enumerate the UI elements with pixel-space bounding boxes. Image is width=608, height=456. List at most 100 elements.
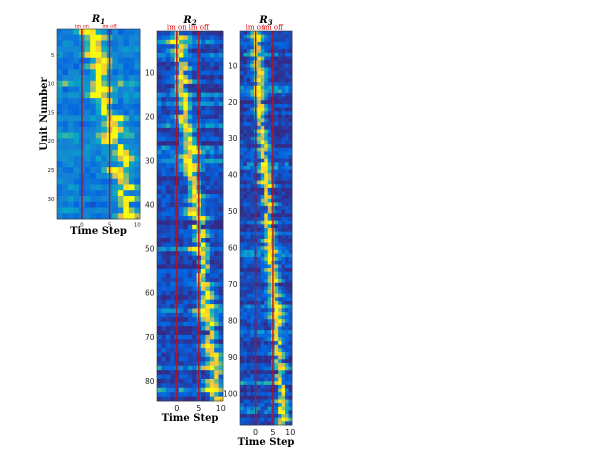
heatmap-cell — [161, 110, 167, 116]
heatmap-cell — [201, 189, 206, 195]
heatmap-cell — [257, 71, 262, 76]
heatmap-cell — [183, 163, 189, 168]
heatmap-cell — [267, 45, 272, 50]
heatmap-cell — [205, 282, 211, 287]
heatmap-cell — [285, 93, 289, 98]
heatmap-cell — [260, 38, 265, 43]
heatmap-cell — [243, 348, 248, 353]
heatmap-cell — [183, 317, 189, 323]
heatmap-cell — [288, 78, 293, 83]
heatmap-cell — [179, 70, 184, 76]
heatmap-cell — [192, 105, 197, 111]
heatmap-cell — [250, 417, 255, 422]
heatmap-cell — [214, 66, 219, 71]
heatmap-cell — [285, 362, 289, 367]
y-tick-label: 10 — [228, 61, 238, 70]
heatmap-cell — [285, 220, 289, 225]
heatmap-cell — [161, 396, 167, 402]
heatmap-cell — [192, 136, 197, 142]
heatmap-cell — [128, 184, 135, 191]
heatmap-cell — [192, 365, 197, 371]
heatmap-cell — [123, 213, 130, 220]
heatmap-cell — [243, 290, 248, 295]
heatmap-cell — [209, 233, 215, 239]
heatmap-cell — [243, 136, 248, 141]
heatmap-cell — [278, 129, 282, 134]
heatmap-cell — [170, 268, 175, 274]
heatmap-cell — [134, 98, 141, 105]
heatmap-cell — [101, 149, 108, 157]
heatmap-cell — [157, 123, 162, 129]
heatmap-cell — [218, 171, 224, 177]
heatmap-cell — [201, 176, 206, 182]
heatmap-cell — [260, 311, 265, 316]
heatmap-cell — [117, 29, 124, 36]
heatmap-cell — [187, 216, 193, 221]
heatmap-cell — [187, 242, 193, 248]
heatmap-cell — [288, 231, 293, 236]
heatmap-cell — [288, 45, 293, 50]
heatmap-cell — [246, 421, 251, 426]
heatmap-cell — [214, 246, 219, 252]
heatmap-cell — [274, 235, 279, 240]
heatmap-cell — [281, 228, 286, 232]
heatmap-cell — [209, 132, 215, 138]
heatmap-cell — [285, 111, 289, 116]
heatmap-cell — [128, 126, 135, 133]
heatmap-cell — [128, 178, 135, 185]
heatmap-cell — [205, 176, 211, 182]
heatmap-cell — [187, 92, 193, 98]
heatmap-cell — [161, 326, 167, 331]
heatmap-cell — [68, 109, 74, 116]
heatmap-cell — [278, 38, 282, 43]
heatmap-cell — [179, 158, 184, 164]
heatmap-cell — [161, 198, 167, 204]
heatmap-cell — [157, 216, 162, 221]
heatmap-cell — [90, 103, 97, 110]
heatmap-cell — [288, 140, 293, 145]
heatmap-cell — [260, 195, 265, 200]
heatmap-cell — [257, 169, 262, 174]
heatmap-cell — [165, 378, 171, 384]
heatmap-cell — [192, 242, 197, 248]
heatmap-cell — [243, 268, 248, 273]
heatmap-cell — [257, 366, 262, 371]
heatmap-cell — [243, 103, 248, 108]
heatmap-cell — [101, 155, 108, 162]
heatmap-cell — [250, 410, 255, 415]
heatmap-cell — [246, 224, 251, 229]
heatmap-cell — [274, 253, 279, 258]
heatmap-cell — [243, 96, 248, 101]
heatmap-cell — [68, 155, 74, 162]
heatmap-cell — [123, 178, 130, 185]
heatmap-cell — [240, 381, 244, 386]
heatmap-cell — [257, 111, 262, 116]
heatmap-cell — [209, 290, 215, 296]
heatmap-cell — [274, 82, 279, 87]
heatmap-cell — [165, 268, 171, 274]
heatmap-cell — [123, 149, 130, 157]
heatmap-cell — [267, 242, 272, 247]
heatmap-cell — [246, 140, 251, 145]
heatmap-cell — [157, 378, 162, 384]
heatmap-cell — [274, 60, 279, 65]
heatmap-cell — [267, 144, 272, 149]
heatmap-cell — [192, 48, 197, 54]
heatmap-cell — [201, 286, 206, 292]
heatmap-cell — [187, 141, 193, 146]
heatmap-cell — [243, 249, 248, 254]
heatmap-cell — [267, 421, 272, 426]
x-axis-label: Time Step — [238, 437, 295, 448]
heatmap-cell — [267, 271, 272, 276]
heatmap-cell — [260, 107, 265, 112]
heatmap-cell — [243, 293, 248, 298]
heatmap-cell — [281, 118, 286, 123]
heatmap-cell — [205, 44, 211, 49]
heatmap-cell — [101, 98, 108, 105]
heatmap-cell — [170, 119, 175, 124]
heatmap-cell — [281, 406, 286, 411]
heatmap-cell — [264, 355, 269, 360]
heatmap-cell — [209, 123, 215, 129]
heatmap-cell — [250, 279, 255, 284]
heatmap-cell — [285, 290, 289, 295]
